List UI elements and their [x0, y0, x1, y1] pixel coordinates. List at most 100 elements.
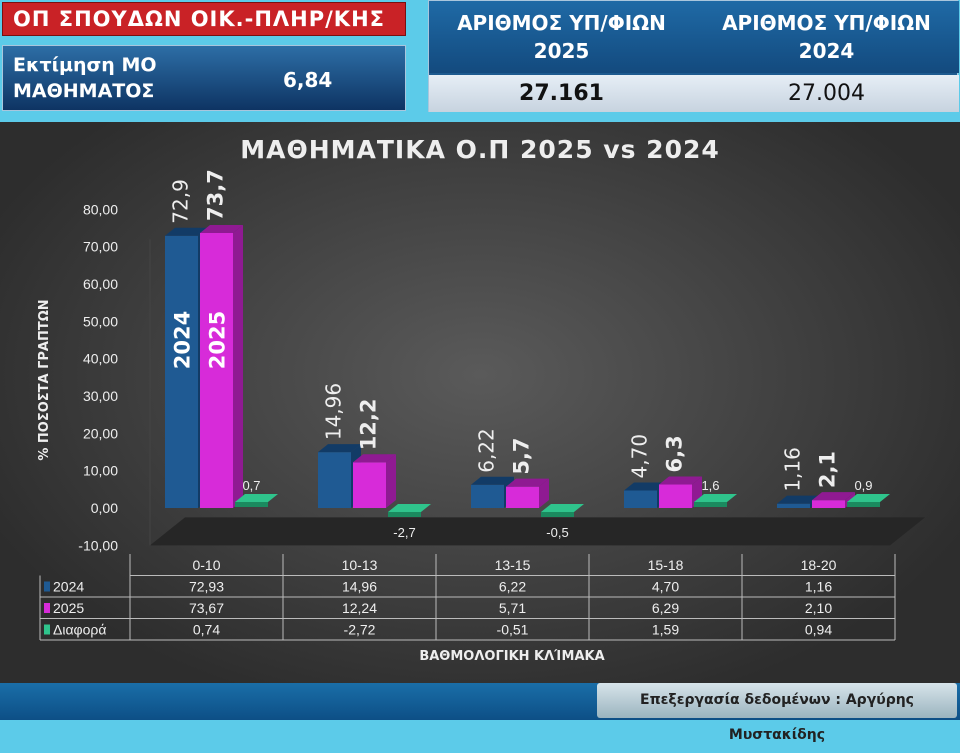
count-header-2024-line1: ΑΡΙΘΜΟΣ ΥΠ/ΦΙΩΝ	[722, 11, 931, 35]
category-label: 10-13	[342, 557, 378, 573]
bar-diff-front	[541, 512, 574, 517]
legend-key-Διαφορά	[44, 624, 50, 635]
y-tick-label: 70,00	[83, 239, 118, 255]
chart-title: ΜΑΘΗΜΑΤΙΚΑ Ο.Π 2025 vs 2024	[240, 135, 720, 164]
count-header-2024-line2: 2024	[798, 39, 855, 63]
estimate-label: Εκτίμηση ΜΟ ΜΑΘΗΜΑΤΟΣ	[13, 52, 157, 104]
bar-side-2025	[539, 478, 549, 508]
legend-label: 2025	[53, 600, 84, 616]
y-tick-label: -10,00	[78, 537, 118, 553]
count-header-2025-line1: ΑΡΙΘΜΟΣ ΥΠ/ΦΙΩΝ	[457, 11, 666, 35]
table-cell: -2,72	[344, 622, 376, 638]
bar-top-2025	[353, 454, 396, 463]
data-label: -0,5	[546, 525, 568, 540]
bar-2025	[200, 232, 233, 508]
bar-diff-front	[388, 512, 421, 517]
table-cell: 14,96	[342, 579, 377, 595]
bar-diff	[235, 494, 278, 502]
estimate-box: Εκτίμηση ΜΟ ΜΑΘΗΜΑΤΟΣ 6,84	[2, 45, 406, 111]
legend-key-2024	[44, 581, 50, 592]
bar-top-2025	[506, 478, 549, 487]
y-tick-label: 60,00	[83, 276, 118, 292]
table-cell: 2,10	[805, 600, 832, 616]
chart-area	[0, 122, 960, 683]
in-bar-label: 2025	[206, 311, 230, 369]
table-cell: 6,29	[652, 600, 679, 616]
y-axis-label: % ΠΟΣΟΣΤΑ ΓΡΑΠΤΩΝ	[37, 299, 52, 460]
table-cell: 1,59	[652, 622, 679, 638]
table-cell: -0,51	[497, 622, 529, 638]
table-cell: 72,93	[189, 579, 224, 595]
data-label: 1,6	[701, 478, 719, 493]
data-label: 14,96	[322, 383, 346, 440]
bar-2025	[353, 462, 386, 508]
bar-2025	[506, 486, 539, 508]
bar-top-2024	[471, 476, 514, 485]
program-title: ΟΠ ΣΠΟΥΔΩΝ ΟΙΚ.-ΠΛΗΡ/ΚΗΣ	[2, 2, 406, 36]
table-cell: 12,24	[342, 600, 377, 616]
bar-top-2024	[165, 227, 208, 236]
y-tick-label: 0,00	[91, 500, 118, 516]
bar-2025	[659, 484, 692, 508]
data-label: 1,16	[781, 447, 805, 492]
bar-top-2024	[318, 444, 361, 453]
table-cell: 6,22	[499, 579, 526, 595]
data-label: 12,2	[357, 398, 381, 450]
bar-side-2025	[386, 454, 396, 508]
data-label: -2,7	[393, 525, 415, 540]
chart-plot: -10,00 0,00 10,00 20,00 30,00 40,00 50,00 60,00…	[37, 169, 925, 664]
count-header-2025-line2: 2025	[533, 39, 590, 63]
bar-2024	[165, 235, 198, 508]
category-label: 0-10	[192, 557, 220, 573]
legend-label: Διαφορά	[53, 622, 106, 638]
bar-side-2025	[233, 224, 243, 508]
data-label: 4,70	[628, 434, 652, 479]
bar-2024	[624, 490, 657, 508]
table-cell: 73,67	[189, 600, 224, 616]
bar-2024	[318, 452, 351, 508]
chart-floor	[150, 517, 925, 546]
bar-diff-front	[694, 502, 727, 507]
bar-diff	[388, 504, 431, 512]
count-header-2025: ΑΡΙΘΜΟΣ ΥΠ/ΦΙΩΝ 2025	[429, 1, 694, 73]
y-tick-label: 30,00	[83, 388, 118, 404]
data-label: 6,3	[663, 435, 687, 472]
count-header-2024: ΑΡΙΘΜΟΣ ΥΠ/ΦΙΩΝ 2024	[694, 1, 959, 73]
x-axis-label: ΒΑΘΜΟΛΟΓΙΚΗ ΚΛΊΜΑΚΑ	[419, 649, 604, 664]
category-label: 18-20	[801, 557, 837, 573]
bar-2025	[812, 500, 845, 508]
y-tick-label: 40,00	[83, 351, 118, 367]
category-label: 13-15	[495, 557, 531, 573]
bar-top-2024	[777, 495, 820, 504]
count-2025: 27.161	[429, 75, 694, 112]
bar-2024	[471, 484, 504, 508]
y-tick-label: 80,00	[83, 201, 118, 217]
category-label: 15-18	[648, 557, 684, 573]
bar-diff	[541, 504, 584, 512]
table-cell: 0,94	[805, 622, 832, 638]
data-label: 2,1	[816, 451, 840, 488]
table-cell: 0,74	[193, 622, 220, 638]
table-cell: 1,16	[805, 579, 832, 595]
data-label: 0,9	[854, 478, 872, 493]
bar-diff-front	[847, 502, 880, 507]
student-counts: ΑΡΙΘΜΟΣ ΥΠ/ΦΙΩΝ 2025 ΑΡΙΘΜΟΣ ΥΠ/ΦΙΩΝ 2024 …	[428, 0, 959, 112]
bar-top-2025	[659, 476, 702, 485]
count-2024: 27.004	[694, 75, 959, 112]
y-tick-label: 50,00	[83, 313, 118, 329]
estimate-label-line1: Εκτίμηση ΜΟ	[13, 54, 157, 76]
bar-diff	[694, 494, 737, 502]
data-label: 0,7	[242, 478, 260, 493]
bar-diff	[847, 494, 890, 502]
bar-top-2025	[812, 492, 855, 501]
y-tick-label: 10,00	[83, 463, 118, 479]
y-tick-label: 20,00	[83, 425, 118, 441]
table-cell: 5,71	[499, 600, 526, 616]
data-label: 5,7	[510, 437, 534, 474]
bar-2024	[777, 503, 810, 508]
data-label: 6,22	[475, 428, 499, 473]
credit-label: Επεξεργασία δεδομένων : Αργύρης Μυστακίδ…	[597, 683, 957, 743]
legend-label: 2024	[53, 579, 84, 595]
bar-diff-front	[235, 502, 268, 507]
in-bar-label: 2024	[171, 311, 195, 369]
